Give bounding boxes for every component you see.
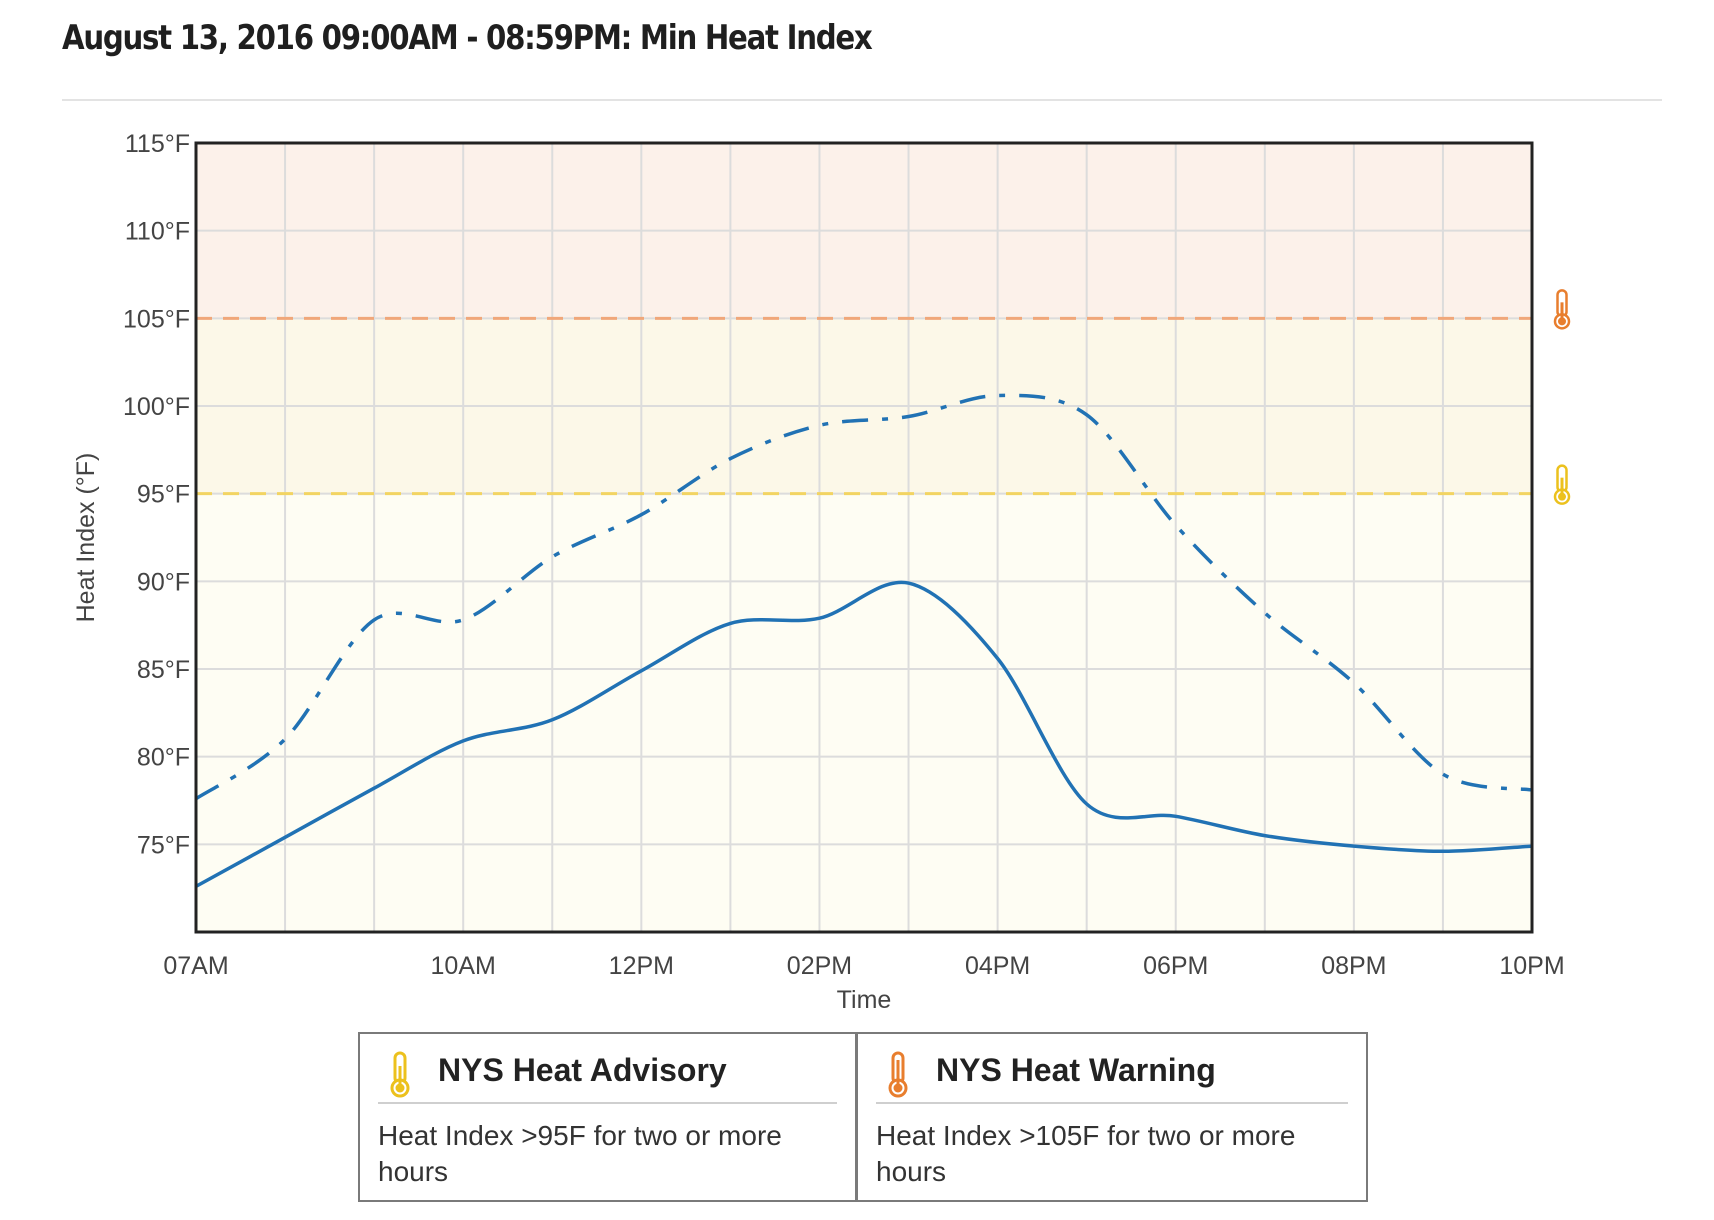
x-tick-label: 08PM xyxy=(1321,952,1386,980)
y-tick-label: 105°F xyxy=(123,305,190,333)
y-tick-label: 95°F xyxy=(137,481,190,509)
x-tick-label: 04PM xyxy=(965,952,1030,980)
y-tick-label: 90°F xyxy=(137,568,190,596)
y-tick-label: 75°F xyxy=(137,831,190,859)
y-tick-label: 80°F xyxy=(137,744,190,772)
legend-warning-description: Heat Index >105F for two or more hours xyxy=(876,1120,1296,1187)
x-tick-label: 07AM xyxy=(163,952,228,980)
x-axis-label: Time xyxy=(837,986,892,1010)
page-title: August 13, 2016 09:00AM - 08:59PM: Min H… xyxy=(62,18,873,58)
x-axis-tick-labels: 07AM 10AM 12PM 02PM 04PM 06PM 08PM 10PM xyxy=(163,952,1564,980)
thermometer-yellow-icon xyxy=(390,1051,410,1098)
threshold-bands xyxy=(196,143,1532,932)
threshold-lines xyxy=(196,316,1532,496)
legend-heat-warning: NYS Heat Warning Heat Index >105F for tw… xyxy=(856,1032,1368,1202)
y-tick-label: 100°F xyxy=(123,393,190,421)
x-tick-label: 12PM xyxy=(609,952,674,980)
data-series xyxy=(195,393,1533,888)
legend-advisory-title: NYS Heat Advisory xyxy=(438,1052,727,1088)
band-0 xyxy=(196,493,1532,932)
thermometer-marker-105-icon xyxy=(1553,289,1571,330)
x-tick-label: 02PM xyxy=(787,952,852,980)
y-axis-tick-labels: 75°F 80°F 85°F 90°F 95°F 100°F 105°F 110°F 115°F xyxy=(123,130,190,859)
series-line-solid xyxy=(195,580,1533,888)
thermometer-marker-95-icon xyxy=(1553,464,1571,505)
x-tick-label: 10PM xyxy=(1499,952,1564,980)
x-tick-label: 10AM xyxy=(431,952,496,980)
legend-warning-title: NYS Heat Warning xyxy=(936,1052,1216,1088)
plot-frame xyxy=(194,141,1534,934)
x-tick-label: 06PM xyxy=(1143,952,1208,980)
y-tick-label: 85°F xyxy=(137,656,190,684)
y-tick-label: 110°F xyxy=(125,218,190,246)
thermometer-orange-icon xyxy=(888,1051,908,1098)
threshold-markers xyxy=(1553,289,1571,505)
legend-heat-advisory: NYS Heat Advisory Heat Index >95F for tw… xyxy=(358,1032,857,1202)
title-divider xyxy=(62,99,1662,101)
y-tick-label: 115°F xyxy=(125,130,190,158)
y-axis-label: Heat Index (°F) xyxy=(72,453,100,623)
heat-index-chart: 75°F 80°F 85°F 90°F 95°F 100°F 105°F 110°F 115°F… xyxy=(72,130,1571,1010)
legend-advisory-description: Heat Index >95F for two or more hours xyxy=(378,1120,782,1187)
